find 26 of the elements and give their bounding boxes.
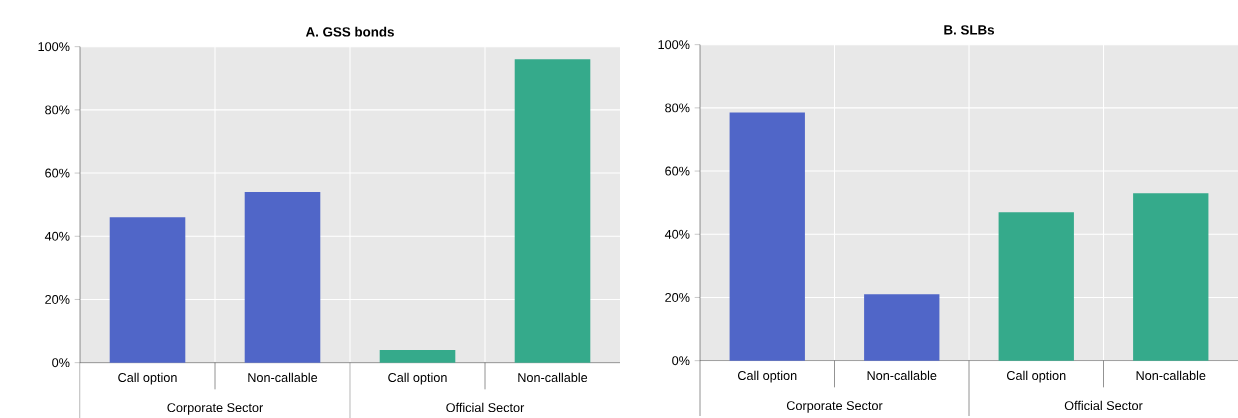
y-tick-label: 80% [45, 105, 70, 115]
y-tick-label: 100% [658, 40, 690, 50]
x-tick-label: Call option [737, 370, 797, 383]
x-tick-label: Non-callable [518, 372, 588, 383]
chart-title: B. SLBs [944, 25, 995, 35]
text: Corporate Sector [786, 401, 883, 413]
y-tick-label: 100% [38, 42, 70, 52]
y-tick-label: 40% [44, 231, 70, 241]
y-tick-label: 20% [45, 294, 70, 304]
y-tick-label: 60% [665, 166, 690, 176]
x-tick-label: Call option [118, 372, 177, 385]
x-tick-label: Call option [1006, 370, 1066, 383]
chart-title: A. GSS bonds [305, 26, 394, 37]
y-tick-label: 0% [672, 356, 690, 366]
text: Official Sector [446, 402, 525, 413]
y-tick-label: 0% [52, 358, 70, 368]
text: Official Sector [1064, 400, 1143, 411]
x-tick-label: Non-callable [867, 370, 937, 381]
x-tick-label: Non-callable [1136, 370, 1206, 381]
text: Corporate Sector [167, 403, 263, 415]
y-tick-label: 80% [665, 103, 690, 113]
y-tick-label: 60% [45, 168, 70, 178]
y-tick-label: 40% [664, 229, 690, 239]
x-tick-label: Call option [388, 372, 447, 385]
y-tick-label: 20% [665, 292, 690, 302]
x-tick-label: Non-callable [248, 372, 318, 383]
